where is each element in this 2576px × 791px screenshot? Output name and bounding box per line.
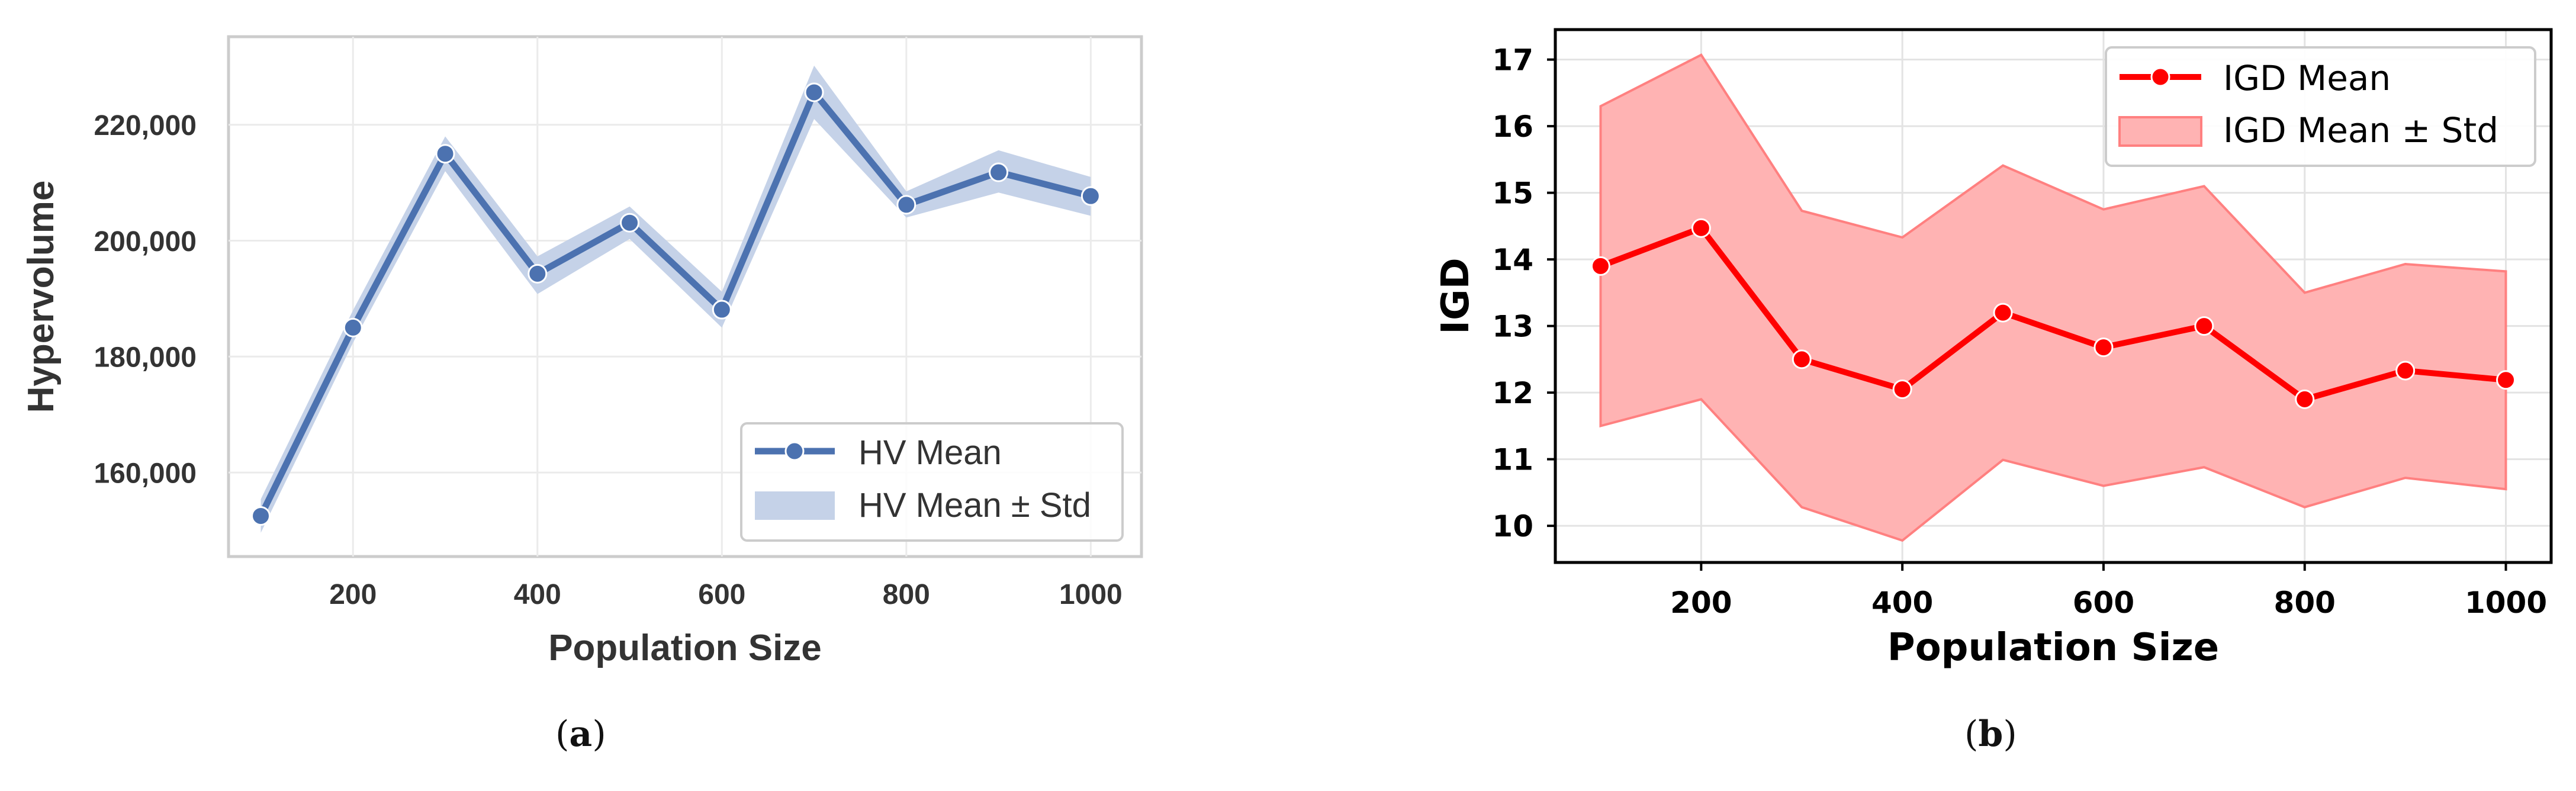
data-point xyxy=(1792,349,1812,369)
y-tick-label: 16 xyxy=(1492,110,1533,144)
x-tick-label: 800 xyxy=(883,579,930,610)
data-point xyxy=(620,213,640,233)
hv-legend-mean-label: HV Mean xyxy=(858,433,1002,472)
data-point xyxy=(2093,337,2114,358)
data-point xyxy=(251,506,271,526)
caption-b-text: (b) xyxy=(1964,713,2017,755)
data-point xyxy=(2496,370,2516,390)
data-point xyxy=(1892,380,1912,399)
data-point xyxy=(528,263,548,284)
y-tick-label: 200,000 xyxy=(94,226,197,258)
igd-legend-box xyxy=(2105,46,2536,167)
igd-y-ticks: 10 11 12 13 14 15 16 17 xyxy=(1492,43,1555,544)
x-tick-label: 200 xyxy=(329,579,377,610)
data-point xyxy=(1590,256,1610,276)
igd-legend-band-label: IGD Mean ± Std xyxy=(2223,110,2498,150)
data-point xyxy=(1080,186,1101,206)
igd-mean-line xyxy=(1599,225,2506,403)
igd-legend-mean-label: IGD Mean xyxy=(2223,58,2391,98)
x-tick-label: 600 xyxy=(2073,586,2134,620)
data-point xyxy=(1993,303,2013,323)
igd-legend: IGD Mean IGD Mean ± Std xyxy=(2105,46,2536,167)
hv-points xyxy=(251,82,1101,526)
igd-chart: 200 400 600 800 1000 10 11 12 13 14 15 16 17 Popula… xyxy=(1434,28,2553,670)
igd-x-ticks: 200 400 600 800 1000 xyxy=(1670,562,2547,620)
igd-legend-band-swatch xyxy=(2118,116,2202,147)
y-tick-label: 13 xyxy=(1492,310,1533,344)
data-point xyxy=(2395,361,2416,381)
igd-points xyxy=(1590,218,2516,409)
x-tick-label: 1000 xyxy=(2465,586,2547,620)
y-tick-label: 12 xyxy=(1492,376,1533,410)
caption-a-text: (a) xyxy=(555,713,606,755)
hv-legend-box xyxy=(740,422,1124,542)
y-tick-label: 160,000 xyxy=(94,458,197,489)
y-tick-label: 14 xyxy=(1492,243,1533,277)
igd-std-band xyxy=(1599,53,2507,542)
hv-y-ticks: 160,000 180,000 200,000 220,000 xyxy=(94,110,197,489)
x-tick-label: 1000 xyxy=(1059,579,1123,610)
data-point xyxy=(2295,389,2315,409)
data-point xyxy=(1691,218,1711,238)
y-tick-label: 15 xyxy=(1492,176,1533,211)
data-point xyxy=(989,162,1009,182)
y-tick-label: 220,000 xyxy=(94,110,197,142)
hv-legend: HV Mean HV Mean ± Std xyxy=(740,422,1124,542)
y-tick-label: 17 xyxy=(1492,43,1533,78)
hv-legend-band-label: HV Mean ± Std xyxy=(858,486,1091,525)
x-tick-label: 800 xyxy=(2274,586,2336,620)
data-point xyxy=(804,82,824,102)
y-tick-label: 10 xyxy=(1492,509,1533,544)
hv-mean-line xyxy=(258,89,1092,517)
data-point xyxy=(896,195,916,215)
x-tick-label: 400 xyxy=(514,579,561,610)
y-tick-label: 180,000 xyxy=(94,342,197,374)
caption-a: (a) xyxy=(555,713,606,755)
hv-legend-band-swatch xyxy=(755,491,835,520)
hv-chart: 200 400 600 800 1000 160,000 180,000 200,000 22… xyxy=(21,35,1143,668)
data-point xyxy=(2194,316,2214,336)
igd-x-axis-label: Population Size xyxy=(1887,626,2219,670)
hv-x-ticks: 200 400 600 800 1000 xyxy=(329,579,1122,610)
caption-b: (b) xyxy=(1964,713,2017,755)
x-tick-label: 200 xyxy=(1670,586,1732,620)
x-tick-label: 600 xyxy=(698,579,745,610)
igd-legend-marker-swatch xyxy=(2150,67,2170,87)
hv-legend-marker-swatch xyxy=(784,441,805,461)
igd-y-axis-label: IGD xyxy=(1434,258,1478,334)
hv-y-axis-label: Hypervolume xyxy=(21,181,62,413)
igd-frame xyxy=(1554,28,2553,564)
y-tick-label: 11 xyxy=(1492,443,1533,477)
data-point xyxy=(712,300,732,320)
data-point xyxy=(343,317,363,337)
data-point xyxy=(435,144,455,164)
hv-x-axis-label: Population Size xyxy=(548,628,822,668)
x-tick-label: 400 xyxy=(1871,586,1933,620)
